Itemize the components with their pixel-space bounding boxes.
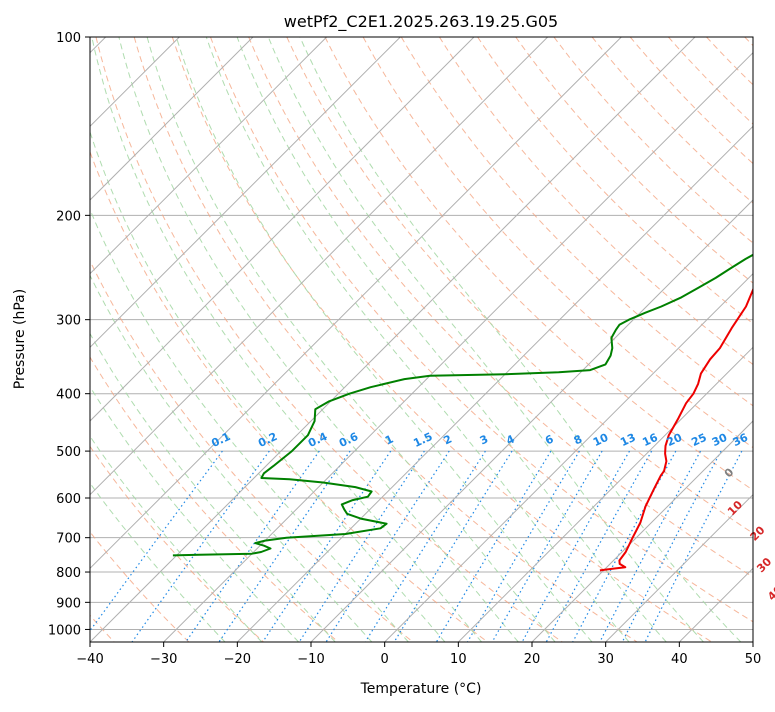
x-tick-label: −20 (224, 652, 251, 667)
y-tick-label: 200 (56, 209, 81, 224)
x-tick-label: −40 (76, 652, 103, 667)
chart-title: wetPf2_C2E1.2025.263.19.25.G05 (284, 12, 558, 32)
x-tick-label: 0 (381, 652, 389, 667)
x-tick-label: 10 (450, 652, 467, 667)
y-tick-label: 1000 (48, 623, 81, 638)
y-tick-label: 300 (56, 314, 81, 329)
y-tick-label: 800 (56, 566, 81, 581)
plot-background (90, 37, 753, 642)
y-tick-label: 900 (56, 596, 81, 611)
x-tick-label: 20 (524, 652, 541, 667)
y-tick-label: 100 (56, 31, 81, 46)
y-tick-label: 600 (56, 492, 81, 507)
y-tick-label: 400 (56, 388, 81, 403)
x-tick-label: 40 (671, 652, 688, 667)
x-tick-label: −30 (150, 652, 177, 667)
x-axis-label: Temperature (°C) (360, 681, 482, 697)
x-tick-label: −10 (297, 652, 324, 667)
x-tick-label: 50 (745, 652, 762, 667)
y-axis-label: Pressure (hPa) (12, 289, 28, 389)
y-tick-label: 700 (56, 532, 81, 547)
x-tick-label: 30 (597, 652, 614, 667)
y-tick-label: 500 (56, 445, 81, 460)
